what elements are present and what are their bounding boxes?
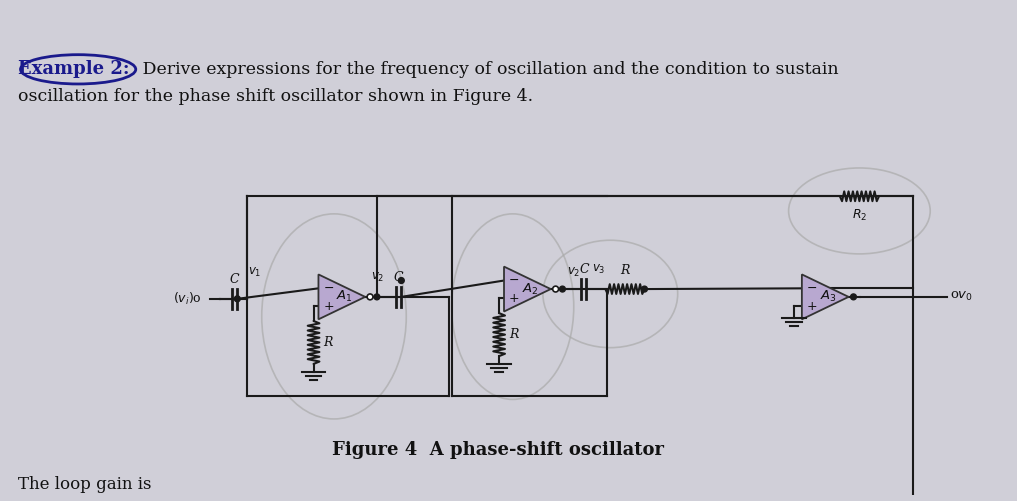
Text: o$v_0$: o$v_0$ [950,290,973,304]
Text: $A_3$: $A_3$ [820,289,837,305]
Text: Figure 4  A phase-shift oscillator: Figure 4 A phase-shift oscillator [333,441,664,459]
Text: R: R [323,336,333,349]
Text: $(v_i)$o: $(v_i)$o [173,291,202,307]
Text: $v_3$: $v_3$ [592,263,605,277]
Polygon shape [504,267,551,312]
Text: +: + [323,300,334,313]
Text: $v_2$: $v_2$ [567,266,581,279]
Circle shape [374,294,379,300]
Circle shape [234,296,240,302]
Text: C: C [394,271,403,284]
Text: −: − [806,282,818,295]
Polygon shape [801,275,848,319]
Text: $A_2$: $A_2$ [522,282,539,297]
Text: The loop gain is: The loop gain is [17,476,152,493]
Text: $v_2$: $v_2$ [371,271,384,284]
Text: Example 2:: Example 2: [17,60,129,78]
Text: +: + [806,300,818,313]
Text: $v_1$: $v_1$ [248,266,261,279]
Circle shape [850,294,856,300]
Text: $R_2$: $R_2$ [852,208,868,223]
Circle shape [552,286,558,292]
Text: −: − [323,282,334,295]
Circle shape [642,286,648,292]
Text: R: R [508,328,519,341]
Text: −: − [508,274,520,287]
Circle shape [367,294,373,300]
Text: C: C [579,264,589,277]
Text: oscillation for the phase shift oscillator shown in Figure 4.: oscillation for the phase shift oscillat… [17,88,533,105]
Text: R: R [620,265,630,278]
Circle shape [399,278,404,284]
Circle shape [559,286,565,292]
Polygon shape [318,275,365,319]
Text: $A_1$: $A_1$ [337,289,353,305]
Text: +: + [508,292,520,305]
Text: Derive expressions for the frequency of oscillation and the condition to sustain: Derive expressions for the frequency of … [136,61,838,78]
Text: C: C [230,273,239,286]
